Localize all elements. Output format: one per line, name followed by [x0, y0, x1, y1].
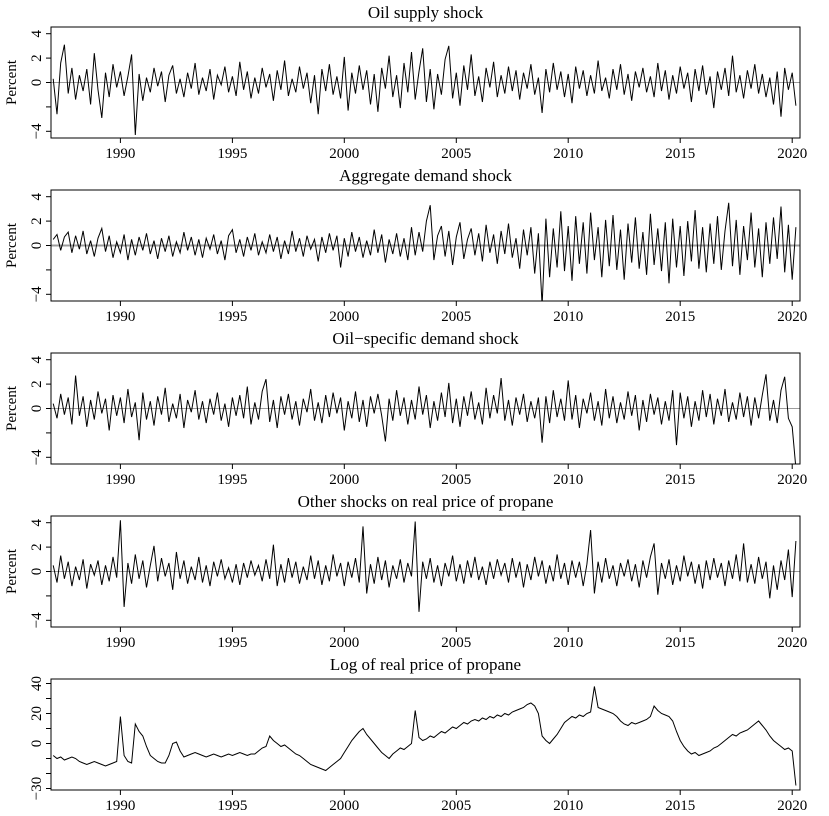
chart-title: Other shocks on real price of propane: [297, 492, 554, 511]
x-axis-tick-label: 1990: [105, 798, 135, 814]
series-line: [52, 686, 797, 786]
y-axis-tick-label: 2: [29, 217, 45, 225]
series-line: [52, 202, 797, 301]
chart-canvas-other-shocks: 1990 1995 2000 2005 2010 2015 2020 −4 0 2 4 Percent: [4, 515, 807, 651]
x-axis-tick-label: 2015: [665, 798, 695, 814]
series-line: [52, 44, 797, 136]
x-axis-tick-label: 1995: [217, 146, 247, 162]
y-axis-tick-label: 4: [29, 518, 45, 526]
x-axis-tick-label: 2015: [665, 472, 695, 488]
x-axis-tick-label: 2005: [441, 146, 471, 162]
y-axis-tick-label: 4: [29, 355, 45, 363]
y-axis-tick-label: −4: [29, 449, 45, 465]
x-axis-tick-label: 2000: [329, 798, 359, 814]
chart-title: Oil−specific demand shock: [332, 329, 519, 348]
chart-canvas-aggregate-demand-shock: 1990 1995 2000 2005 2010 2015 2020 −4 0 2 4 Percent: [4, 189, 807, 325]
x-axis-tick-label: 2000: [329, 309, 359, 325]
y-axis-tick-label: 20: [29, 706, 45, 721]
y-axis-tick-label: 2: [29, 54, 45, 62]
x-axis-tick-label: 2020: [777, 635, 807, 651]
y-axis-label: Percent: [4, 222, 20, 268]
panel-oil-specific-demand-shock: Oil−specific demand shock 1990 1995 2000 20…: [0, 326, 829, 489]
x-axis-tick-label: 1995: [217, 472, 247, 488]
y-axis-tick-label: 2: [29, 543, 45, 551]
chart-title: Oil supply shock: [367, 3, 484, 22]
x-axis-tick-label: 1995: [217, 798, 247, 814]
y-axis-tick-label: 4: [29, 29, 45, 37]
x-axis-tick-label: 2015: [665, 309, 695, 325]
x-axis-tick-label: 2005: [441, 635, 471, 651]
x-axis-tick-label: 2020: [777, 472, 807, 488]
chart-canvas-log-real-price: 1990 1995 2000 2005 2010 2015 2020 −30 0 20 40: [29, 676, 807, 814]
series-line: [52, 374, 797, 464]
x-axis-tick-label: 2000: [329, 472, 359, 488]
x-axis-tick-label: 2010: [553, 146, 583, 162]
x-axis-tick-label: 2005: [441, 309, 471, 325]
plot-box: [50, 678, 801, 791]
y-axis-tick-label: −4: [29, 286, 45, 302]
y-axis-tick-label: 4: [29, 192, 45, 200]
y-axis-tick-label: −30: [29, 777, 45, 800]
panel-other-shocks: Other shocks on real price of propane 19…: [0, 489, 829, 652]
x-axis-tick-label: 2020: [777, 309, 807, 325]
x-axis-tick-label: 2020: [777, 146, 807, 162]
y-axis-tick-label: 0: [29, 740, 45, 748]
x-axis-tick-label: 1995: [217, 635, 247, 651]
chart-canvas-oil-specific-demand-shock: 1990 1995 2000 2005 2010 2015 2020 −4 0 2 4 Percent: [4, 352, 807, 488]
x-axis-tick-label: 2020: [777, 798, 807, 814]
y-axis-tick-label: 0: [29, 568, 45, 576]
y-axis-label: Percent: [4, 385, 20, 431]
x-axis-tick-label: 1990: [105, 635, 135, 651]
y-axis-label: Percent: [4, 548, 20, 594]
y-axis-tick-label: 40: [29, 676, 45, 691]
x-axis-tick-label: 2010: [553, 635, 583, 651]
x-axis-tick-label: 1990: [105, 472, 135, 488]
x-axis-tick-label: 2015: [665, 146, 695, 162]
x-axis-tick-label: 1990: [105, 146, 135, 162]
panel-oil-supply-shock: Oil supply shock 1990 1995 2000 2005 2010 201…: [0, 0, 829, 163]
y-axis-tick-label: 2: [29, 380, 45, 388]
chart-title: Log of real price of propane: [329, 655, 522, 674]
x-axis-tick-label: 1990: [105, 309, 135, 325]
x-axis-tick-label: 2000: [329, 146, 359, 162]
x-axis-tick-label: 2010: [553, 309, 583, 325]
panel-log-real-price: Log of real price of propane 1990 1995 200…: [0, 652, 829, 815]
x-axis-tick-label: 2005: [441, 798, 471, 814]
chart-canvas-oil-supply-shock: 1990 1995 2000 2005 2010 2015 2020 −4 0 2 4 Percent: [4, 26, 807, 162]
chart-title: Aggregate demand shock: [339, 166, 512, 185]
series-line: [52, 520, 797, 612]
x-axis-tick-label: 2010: [553, 472, 583, 488]
x-axis-tick-label: 2015: [665, 635, 695, 651]
x-axis-tick-label: 2010: [553, 798, 583, 814]
y-axis-tick-label: 0: [29, 242, 45, 250]
x-axis-tick-label: 1995: [217, 309, 247, 325]
x-axis-tick-label: 2005: [441, 472, 471, 488]
y-axis-tick-label: −4: [29, 123, 45, 139]
y-axis-tick-label: 0: [29, 405, 45, 413]
y-axis-label: Percent: [4, 59, 20, 105]
x-axis-tick-label: 2000: [329, 635, 359, 651]
panel-aggregate-demand-shock: Aggregate demand shock 1990 1995 2000 2005 2…: [0, 163, 829, 326]
y-axis-tick-label: −4: [29, 612, 45, 628]
y-axis-tick-label: 0: [29, 79, 45, 87]
